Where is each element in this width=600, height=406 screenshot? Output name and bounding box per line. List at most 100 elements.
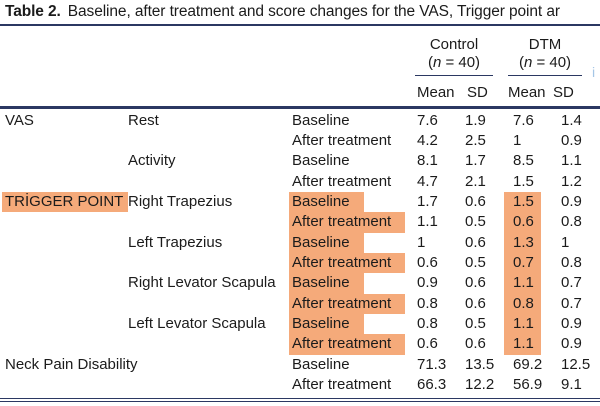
- table-row: Left Trapezius Baseline 1 0.6 1.3 1: [0, 232, 600, 253]
- category-cell: [5, 212, 128, 232]
- dtm-sd: 12.5: [561, 355, 591, 373]
- table-row: After treatment 0.6 0.5 0.7 0.8: [0, 252, 600, 274]
- dtm-sd: 1.2: [561, 172, 582, 190]
- category-cell: [5, 151, 128, 171]
- group-name: DTM: [528, 36, 562, 53]
- table-row: After treatment 0.8 0.6 0.8 0.7: [0, 293, 600, 314]
- measure-cell: [128, 131, 292, 151]
- timepoint-label-highlighted: After treatment: [289, 293, 406, 314]
- col-header-sd-dtm: SD: [553, 84, 574, 101]
- table-row: After treatment 1.1 0.5 0.6 0.8: [0, 212, 600, 233]
- timepoint-label-highlighted: After treatment: [289, 334, 406, 355]
- measure-label: Left Trapezius: [128, 233, 223, 251]
- control-sd: 1.7: [465, 152, 486, 170]
- timepoint-label-highlighted: Baseline: [289, 273, 364, 294]
- col-header-sd-control: SD: [467, 84, 488, 101]
- measure-label: Left Levator Scapula: [128, 314, 266, 332]
- timepoint-cell: After treatment: [292, 131, 415, 151]
- timepoint-cell: After treatment: [292, 172, 415, 192]
- category-cell: [5, 253, 128, 273]
- timepoint-label-highlighted: Baseline: [289, 191, 364, 213]
- dtm-sd: 1.1: [561, 152, 582, 170]
- dtm-sd: 9.1: [561, 375, 582, 393]
- dtm-mean-highlighted: 0.7: [504, 252, 541, 274]
- measure-cell: [128, 212, 292, 232]
- dtm-sd: 0.9: [561, 335, 582, 353]
- control-mean: 0.6: [417, 253, 438, 271]
- measure-cell: Rest: [128, 111, 292, 131]
- clipped-margin-glyph: i: [592, 64, 596, 80]
- dtm-sd: 0.9: [561, 192, 582, 210]
- column-group-dtm: DTM (n = 40): [508, 36, 582, 76]
- timepoint-cell: After treatment: [289, 334, 415, 355]
- control-sd: 2.1: [465, 172, 486, 190]
- control-mean: 0.9: [417, 274, 438, 292]
- dtm-mean: 0.7: [504, 252, 559, 274]
- table-row: Left Levator Scapula Baseline 0.8 0.5 1.…: [0, 313, 600, 335]
- timepoint-cell: Baseline: [292, 111, 415, 131]
- table-row: Activity Baseline 8.1 1.7 8.5 1.1: [0, 151, 600, 171]
- dtm-sd: 0.9: [561, 131, 582, 149]
- control-sd: 2.5: [465, 131, 486, 149]
- dtm-mean-highlighted: 0.6: [504, 212, 541, 233]
- control-mean: 1: [417, 233, 426, 251]
- measure-label: Right Levator Scapula: [128, 274, 276, 292]
- category-cell: [5, 233, 128, 253]
- category-cell: [5, 375, 128, 395]
- control-mean: 4.2: [417, 131, 438, 149]
- control-sd: 0.6: [465, 294, 486, 312]
- timepoint-cell: Baseline: [289, 273, 415, 294]
- measure-cell: [128, 355, 292, 375]
- table-row: TRİGGER POINT Right Trapezius Baseline 1…: [0, 191, 600, 213]
- control-mean: 1.7: [417, 192, 438, 210]
- control-mean: 8.1: [417, 152, 438, 170]
- table-caption-text: Baseline, after treatment and score chan…: [67, 3, 560, 20]
- category-cell: VAS: [5, 111, 128, 131]
- timepoint-cell: After treatment: [292, 375, 415, 395]
- table-row: After treatment 4.7 2.1 1.5 1.2: [0, 172, 600, 192]
- table-row: Neck Pain Disability Baseline 71.3 13.5 …: [0, 355, 600, 375]
- measure-cell: Left Trapezius: [128, 233, 292, 253]
- control-mean: 66.3: [417, 375, 447, 393]
- timepoint-label-highlighted: After treatment: [289, 252, 406, 274]
- timepoint-label: Baseline: [292, 355, 350, 373]
- category-cell: Neck Pain Disability: [5, 355, 138, 375]
- control-mean: 0.6: [417, 335, 438, 353]
- timepoint-cell: After treatment: [289, 252, 415, 274]
- table-row: After treatment 0.6 0.6 1.1 0.9: [0, 334, 600, 355]
- column-group-control: Control (n = 40): [415, 36, 493, 76]
- group-n: (n = 40): [518, 54, 572, 71]
- dtm-sd: 0.8: [561, 253, 582, 271]
- timepoint-label: After treatment: [292, 172, 392, 190]
- category-cell: [5, 131, 128, 151]
- control-sd: 0.6: [465, 192, 486, 210]
- dtm-mean: 7.6: [513, 111, 534, 129]
- timepoint-cell: Baseline: [292, 355, 415, 375]
- dtm-mean: 1.5: [513, 172, 534, 190]
- timepoint-cell: Baseline: [289, 191, 415, 213]
- dtm-mean-highlighted: 1.5: [504, 191, 541, 213]
- control-mean: 0.8: [417, 314, 438, 332]
- dtm-sd: 1.4: [561, 111, 582, 129]
- dtm-mean: 1: [513, 131, 522, 149]
- table-bottom-rule: [0, 397, 600, 402]
- group-name: Control: [429, 36, 479, 53]
- dtm-mean: 1.1: [504, 313, 559, 335]
- dtm-sd: 1: [561, 233, 570, 251]
- measure-cell: [128, 334, 292, 354]
- control-sd: 0.6: [465, 233, 486, 251]
- dtm-mean: 69.2: [513, 355, 543, 373]
- control-mean: 7.6: [417, 111, 438, 129]
- control-mean: 0.8: [417, 294, 438, 312]
- timepoint-label-highlighted: After treatment: [289, 212, 406, 233]
- control-sd: 1.9: [465, 111, 486, 129]
- category-cell: TRİGGER POINT: [2, 191, 129, 213]
- control-sd: 0.5: [465, 213, 486, 231]
- timepoint-cell: After treatment: [289, 293, 415, 314]
- dtm-mean: 1.1: [504, 334, 559, 355]
- control-sd: 0.5: [465, 253, 486, 271]
- timepoint-label-highlighted: Baseline: [289, 313, 364, 335]
- col-header-mean-control: Mean: [417, 84, 455, 101]
- dtm-mean: 8.5: [513, 152, 534, 170]
